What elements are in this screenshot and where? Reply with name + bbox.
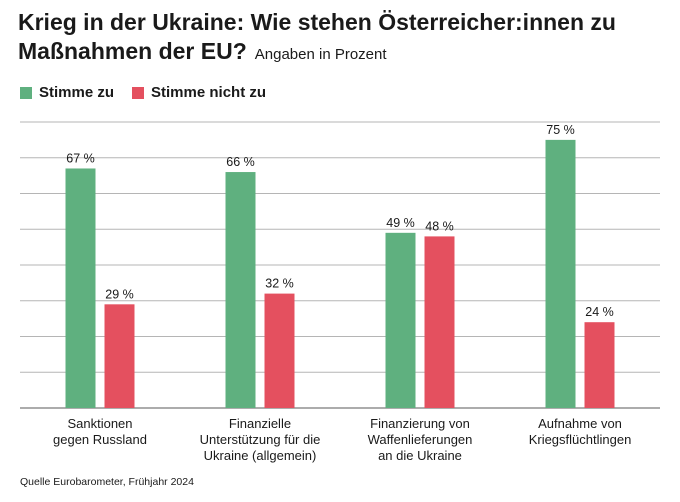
- category-label-3: Aufnahme von Kriegsflüchtlingen: [529, 416, 632, 447]
- chart-title-text: Krieg in der Ukraine: Wie stehen Österre…: [18, 9, 616, 64]
- data-label-disagree-3: 24 %: [585, 305, 614, 319]
- data-label-agree-2: 49 %: [386, 216, 415, 230]
- data-label-disagree-2: 48 %: [425, 219, 454, 233]
- source-note: Quelle Eurobarometer, Frühjahr 2024: [20, 476, 194, 488]
- legend-item-disagree: Stimme nicht zu: [132, 84, 266, 101]
- bar-agree-1: [225, 172, 256, 408]
- bar-agree-0: [65, 168, 96, 408]
- bar-agree-3: [545, 139, 576, 408]
- legend-swatch-agree: [20, 86, 32, 99]
- category-label-1: Finanzielle Unterstützung für die Ukraine …: [200, 416, 321, 463]
- data-label-disagree-0: 29 %: [105, 287, 134, 301]
- bar-disagree-1: [264, 293, 295, 408]
- category-label-0: Sanktionen gegen Russland: [53, 416, 147, 447]
- data-label-agree-1: 66 %: [226, 155, 255, 169]
- data-label-agree-3: 75 %: [546, 123, 575, 137]
- bar-disagree-3: [584, 322, 615, 408]
- bar-disagree-2: [424, 236, 455, 408]
- legend-swatch-disagree: [132, 86, 145, 99]
- legend: Stimme zu Stimme nicht zu: [20, 84, 284, 101]
- legend-item-agree: Stimme zu: [20, 84, 114, 101]
- data-label-disagree-1: 32 %: [265, 277, 294, 291]
- chart-subtitle: Angaben in Prozent: [254, 46, 387, 63]
- category-label-2: Finanzierung von Waffenlieferungen an die …: [368, 416, 473, 463]
- legend-label-agree: Stimme zu: [39, 84, 115, 101]
- bar-agree-2: [385, 232, 416, 408]
- data-label-agree-0: 67 %: [66, 151, 95, 165]
- chart-title: Krieg in der Ukraine: Wie stehen Österre…: [18, 8, 668, 69]
- bar-disagree-0: [104, 304, 135, 408]
- legend-label-disagree: Stimme nicht zu: [151, 84, 267, 101]
